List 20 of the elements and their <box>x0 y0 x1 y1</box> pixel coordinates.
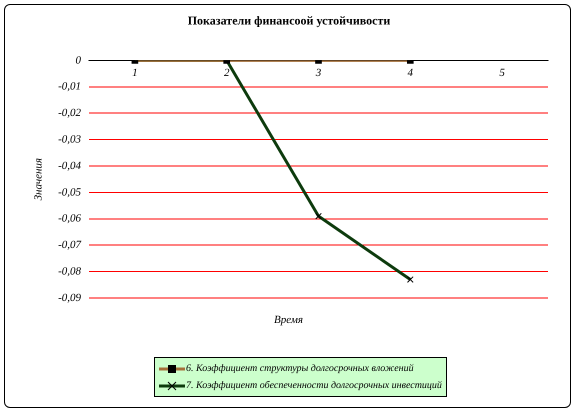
chart-title: Показатели финансоой устойчивости <box>188 13 390 28</box>
y-axis-title: Значения <box>32 158 44 200</box>
y-tick-label: 0 <box>76 54 82 66</box>
y-tick-label: -0,03 <box>58 133 82 146</box>
y-tick-label: -0,09 <box>58 292 82 304</box>
x-tick-label: 1 <box>132 66 138 79</box>
y-tick-label: -0,01 <box>58 80 81 93</box>
legend-label: 7. Коэффициент обеспеченности долгосрочных инвестиций <box>186 380 442 391</box>
x-tick-label: 5 <box>499 66 506 79</box>
y-tick-label: -0,02 <box>58 107 82 120</box>
x-axis-title: Время <box>273 314 304 326</box>
legend-label: 6. Коэффициент структуры долгосрочных вложений <box>186 363 414 374</box>
y-tick-label: -0,05 <box>58 186 82 198</box>
x-tick-label: 3 <box>314 66 322 79</box>
y-tick-label: -0,04 <box>58 160 82 172</box>
y-tick-label: -0,06 <box>58 212 82 225</box>
y-tick-label: -0,08 <box>58 265 82 278</box>
x-tick-label: 2 <box>224 66 230 79</box>
x-tick-label: 4 <box>408 66 414 79</box>
y-tick-label: -0,07 <box>58 239 82 252</box>
